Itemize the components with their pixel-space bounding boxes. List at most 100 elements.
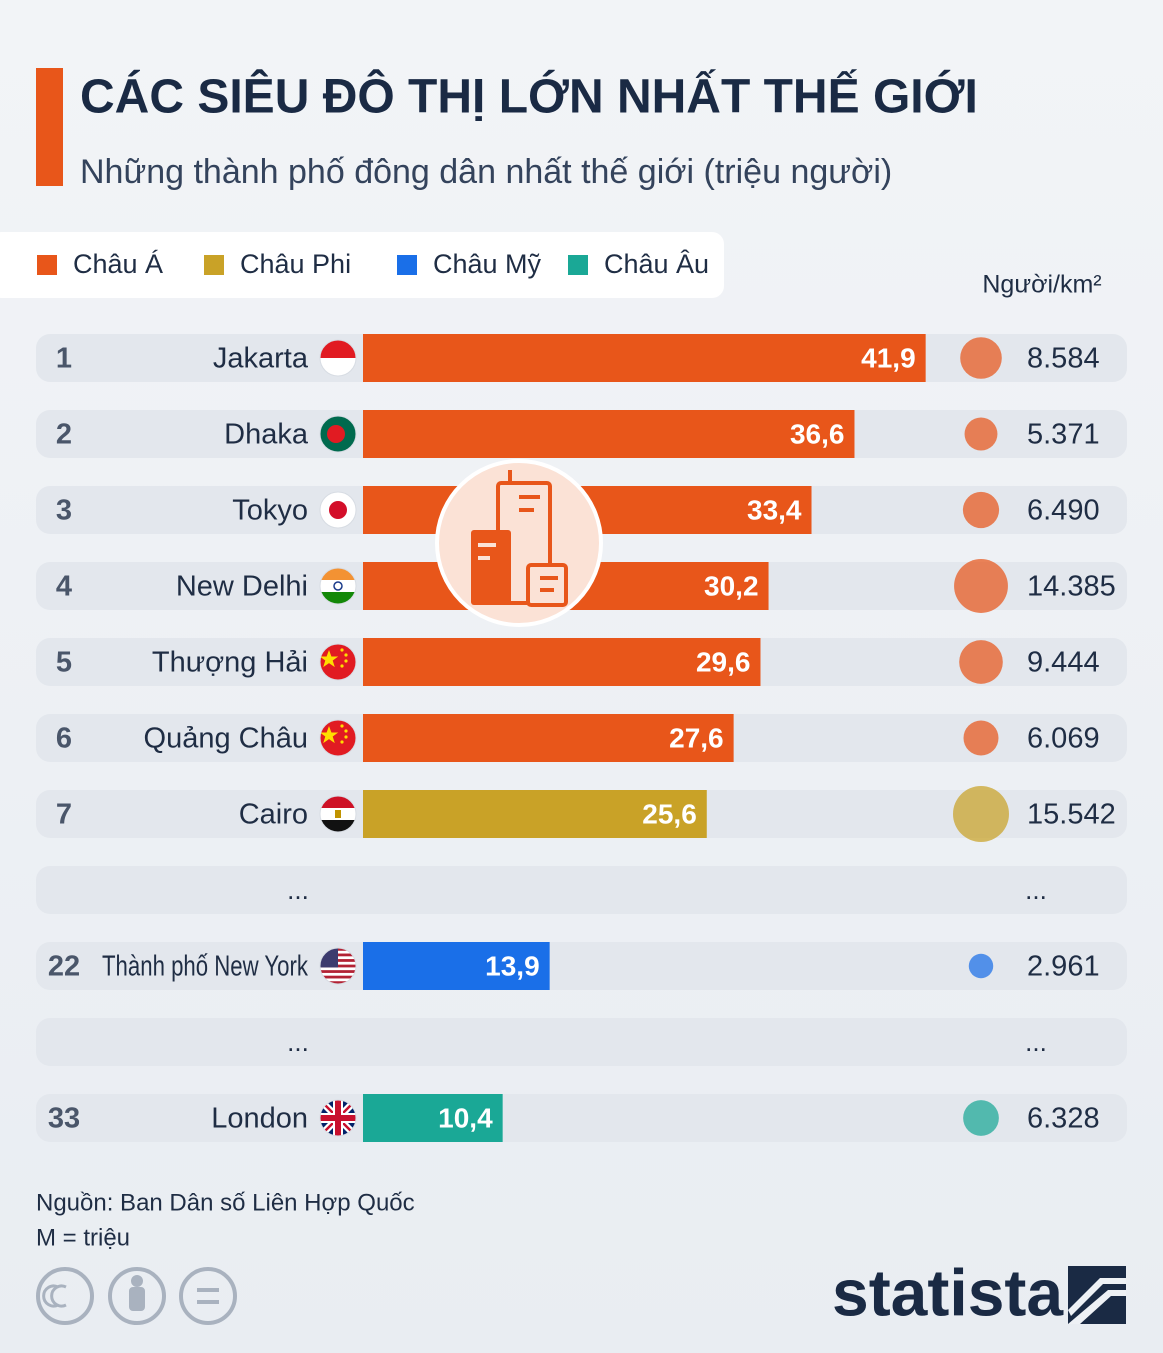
flag-part [320,340,356,358]
chart-subtitle: Những thành phố đông dân nhất thế giới (… [80,153,892,191]
flag-part [344,735,348,739]
flag-part [340,740,344,744]
density-label: 6.490 [1027,495,1100,527]
bar [363,410,855,458]
flag [319,719,357,757]
flag-outline [319,795,357,833]
brand: statista [832,1255,1064,1329]
flag [319,339,357,377]
row-band [36,942,1127,990]
density-bubble [960,337,1002,379]
chart-title: CÁC SIÊU ĐÔ THỊ LỚN NHẤT THẾ GIỚI [80,69,978,124]
legend-label: Châu Âu [604,248,709,279]
flag-body [320,568,356,604]
flag [319,415,357,453]
flag-part [340,664,344,668]
flag-part [320,592,356,604]
flag [319,947,357,985]
city-name: London [211,1103,308,1135]
bar [363,334,926,382]
density-bubble [959,640,1003,684]
flag-outline [319,339,357,377]
legend-swatch [397,255,417,275]
density-bubble [963,1100,999,1136]
flag-part [340,648,344,652]
bar [363,714,734,762]
flag-part [335,810,341,818]
density-bubble [953,786,1009,842]
flag-part [320,1115,356,1121]
flag-part [320,970,356,973]
flag [319,1099,357,1137]
ellipsis: ... [287,875,309,905]
density-label: 9.444 [1027,647,1100,679]
flag-part [320,358,356,376]
city-name: Thượng Hải [152,647,308,679]
flag-part [344,729,348,733]
legend-box [0,232,724,298]
flag-body [320,340,356,376]
flag [319,795,357,833]
rank: 6 [56,723,72,755]
rank: 4 [56,571,72,603]
city-name: Quảng Châu [144,723,308,755]
bar [363,1094,503,1142]
value-label: 41,9 [861,342,916,373]
ellipsis: ... [1025,1027,1047,1057]
bar [363,942,550,990]
flag-part [320,568,356,580]
flag-outline [319,567,357,605]
flag-part [320,726,339,744]
density-label: 6.069 [1027,723,1100,755]
license-icons [36,1267,237,1325]
flag-part [320,580,356,592]
legend-swatch [37,255,57,275]
city-name: Cairo [239,799,308,831]
flag [319,567,357,605]
rank: 5 [56,647,72,679]
flag-outline [319,947,357,985]
value-label: 10,4 [438,1102,493,1133]
ellipsis: ... [1025,875,1047,905]
density-bubble [962,491,1000,529]
density-bubble [963,720,999,756]
flag-outline [319,643,357,681]
ellipsis: ... [287,1027,309,1057]
rank: 22 [48,951,80,983]
flag-body [320,492,356,528]
density-label: 6.328 [1027,1103,1100,1135]
flag-part [320,796,356,808]
bar [363,790,707,838]
legend-swatch [204,255,224,275]
density-label: 8.584 [1027,343,1100,375]
row-band [36,866,1127,914]
rank: 1 [56,343,72,375]
value-label: 27,6 [669,722,724,753]
density-label: 5.371 [1027,419,1100,451]
flag-part [344,659,348,663]
value-label: 36,6 [790,418,845,449]
row-band [36,1018,1127,1066]
city-name: Jakarta [213,343,309,375]
rank: 7 [56,799,72,831]
city-name: Tokyo [232,495,308,527]
title-accent [36,68,63,186]
city-name: Dhaka [224,419,309,451]
city-icon [435,459,603,627]
value-label: 25,6 [642,798,697,829]
flag-part [320,820,356,832]
flag-body [320,948,356,984]
flag-outline [319,491,357,529]
flag-outline [319,415,357,453]
brand-logo [1068,1266,1126,1324]
flag-outline [319,719,357,757]
value-label: 33,4 [747,494,802,525]
legend-label: Châu Á [73,249,163,279]
flag-outline [319,1099,357,1137]
city-name: Thành phố New York [102,951,308,983]
flag-body [320,720,356,756]
flag-body [320,644,356,680]
rank: 33 [48,1103,80,1135]
bar [363,638,761,686]
